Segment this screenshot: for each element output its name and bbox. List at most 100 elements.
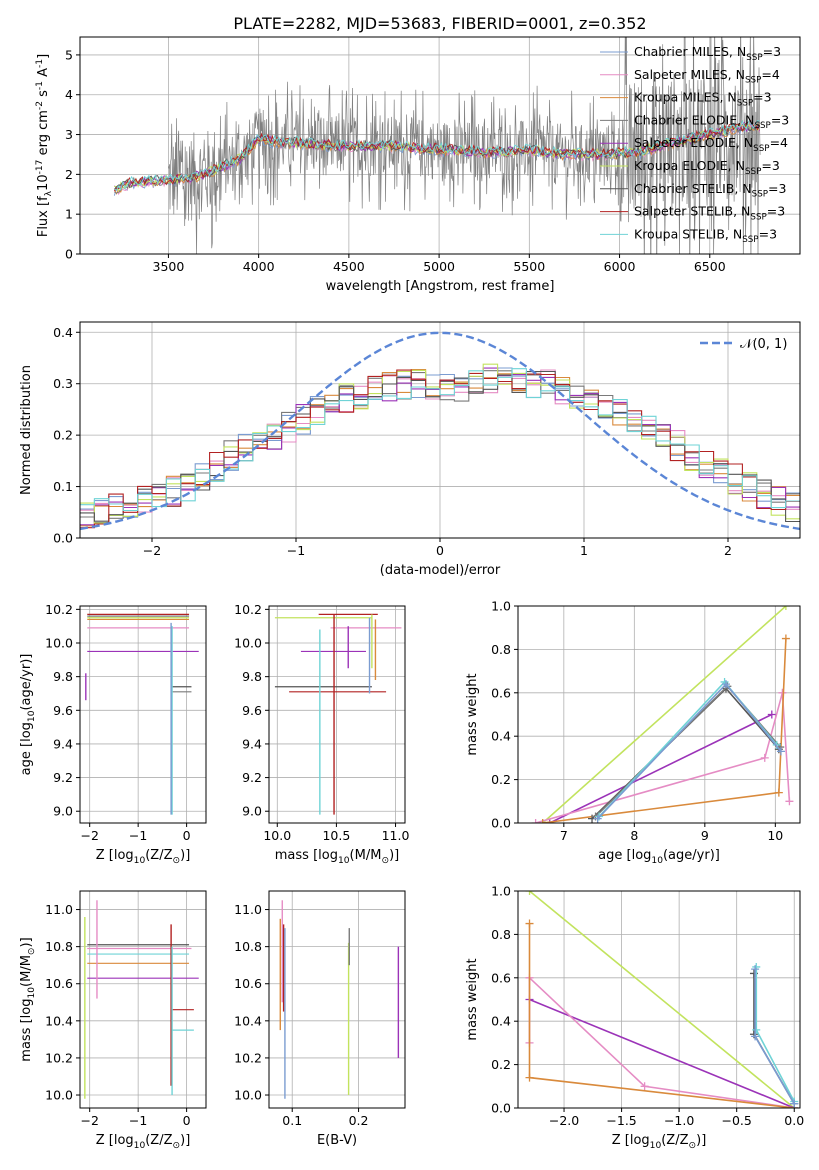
y-axis-label: mass weight (465, 673, 480, 755)
legend: Chabrier MILES, NSSP​=3 Salpeter MILES, N… (600, 44, 789, 245)
axes-frame (79, 36, 801, 255)
y-axis-label: Normed distribution (19, 365, 34, 495)
y-tick-label: 10.0 (45, 1088, 73, 1103)
weight-line-chabrier_miles (754, 969, 795, 1105)
y-tick-label: 9.2 (242, 770, 262, 785)
legend-label-kroupa_elodie: Kroupa ELODIE, NSSP​=3 (634, 158, 780, 177)
y-tick-label: 0.8 (491, 927, 511, 942)
y-tick-label: 2 (65, 167, 73, 182)
weight-marker-kroupa_stelib (772, 740, 781, 749)
axes-weight_vs_Z: −2.0 −1.5 −1.0 −0.5 0.0 0.0 0.2 0.4 0.6 0.8 1.0 Z [… (465, 884, 804, 1151)
y-tick-label: 1 (65, 207, 73, 222)
plot-area (531, 606, 794, 823)
legend-label-chabrier_elodie: Chabrier ELODIE, NSSP​=3 (634, 112, 789, 131)
x-tick-label: 4500 (333, 259, 365, 274)
y-tick-label: 10.0 (234, 1088, 262, 1103)
y-tick-label: 10.8 (45, 939, 73, 954)
axes-spectrum: 3500 4000 4500 5000 5500 6000 6500 0 1 2 3 4 5 wavele… (35, 36, 801, 294)
weight-line-salpeter_miles (535, 692, 791, 823)
legend-label-salpeter_miles: Salpeter MILES, NSSP​=4 (634, 67, 780, 86)
weight-marker-salpeter_miles (531, 819, 540, 823)
y-axis-label: mass [log10​(M/M⊙​)] (19, 937, 37, 1061)
axes-frame (268, 890, 406, 1109)
y-axis-label: Flux [fλ​10-17​ erg cm-2​ s-1​ A-1​] (35, 54, 54, 237)
legend-label-kroupa_stelib: Kroupa STELIB, NSSP​=3 (634, 226, 777, 245)
legend-label-chabrier_miles: Chabrier MILES, NSSP​=3 (634, 44, 781, 63)
model-salpeter_miles (113, 123, 761, 196)
y-tick-label: 10.2 (234, 602, 262, 617)
x-tick-label: 2 (724, 543, 732, 558)
y-axis-label: mass weight (465, 958, 480, 1040)
y-tick-label: 3 (65, 127, 73, 142)
figure-title: PLATE=2282, MJD=53683, FIBERID=0001, z=0… (233, 14, 646, 33)
weight-line-kroupa_elodie (542, 606, 787, 823)
y-tick-label: 10.4 (234, 1013, 262, 1028)
weight-marker-salpeter_miles (778, 688, 787, 697)
weight-line-kroupa_miles (542, 638, 787, 823)
x-tick-label: 10 (767, 828, 783, 843)
histogram-chabrier_miles (80, 367, 800, 518)
y-tick-label: 9.0 (242, 804, 262, 819)
y-tick-label: 10.6 (234, 976, 262, 991)
y-tick-label: 0.0 (491, 1101, 511, 1116)
axes-frame (79, 605, 207, 824)
x-tick-label: 10.0 (263, 828, 291, 843)
plot-area (274, 613, 402, 815)
y-tick-label: 10.8 (234, 939, 262, 954)
x-tick-label: 10.5 (322, 828, 350, 843)
y-tick-label: 4 (65, 87, 73, 102)
model-chabrier_stelib (113, 122, 760, 190)
y-tick-label: 10.4 (45, 1013, 73, 1028)
histogram-salpeter_stelib (80, 369, 800, 529)
x-tick-label: 5000 (423, 259, 455, 274)
weight-marker-kroupa_miles (525, 919, 534, 928)
y-tick-label: 0.8 (491, 642, 511, 657)
x-tick-label: 11.0 (382, 828, 410, 843)
x-tick-label: 0.0 (784, 1113, 804, 1128)
grid (80, 322, 800, 539)
y-tick-label: 5 (65, 47, 73, 62)
y-tick-label: 10.2 (45, 1050, 73, 1065)
y-tick-label: 9.0 (53, 804, 73, 819)
y-tick-label: 0.4 (53, 325, 73, 340)
axes-frame (268, 605, 406, 824)
weight-marker-kroupa_miles (538, 819, 547, 823)
y-tick-label: 11.0 (234, 902, 262, 917)
axes-mass_vs_Z: −2 −1 0 10.0 10.2 10.4 10.6 10.8 11.0 Z [log10​(Z… (19, 890, 207, 1151)
y-tick-label: 0.2 (53, 428, 73, 443)
model-kroupa_stelib (114, 119, 760, 192)
y-tick-label: 0.4 (491, 729, 511, 744)
plot-area (113, 37, 761, 254)
grid (269, 606, 405, 823)
weight-marker-salpeter_miles (785, 797, 794, 806)
weight-line-kroupa_elodie (528, 891, 795, 1108)
axes-mass_vs_ebv: 0.1 0.2 10.0 10.2 10.4 10.6 10.8 11.0 E(B-V) (234, 890, 406, 1148)
axes-age_vs_Z: −2 −1 0 9.0 9.2 9.4 9.6 9.8 10.0 10.2 Z [log10​(Z/… (19, 602, 207, 866)
x-tick-label: −1 (129, 1113, 147, 1128)
y-tick-label: 10.0 (234, 636, 262, 651)
x-tick-label: −1.5 (606, 1113, 636, 1128)
weight-line-salpeter_elodie (549, 713, 773, 823)
weight-marker-salpeter_elodie (545, 819, 554, 823)
legend-label-salpeter_elodie: Salpeter ELODIE, NSSP​=4 (634, 135, 788, 154)
x-axis-label: age [log10​(age/yr)] (598, 848, 720, 866)
weight-marker-chabrier_miles (790, 1099, 799, 1108)
y-tick-label: 0.0 (53, 531, 73, 546)
plot-area (279, 900, 400, 1099)
axes-frame (517, 890, 801, 1109)
x-tick-label: 0 (436, 543, 444, 558)
x-axis-label: Z [log10​(Z/Z⊙​)] (96, 1133, 191, 1151)
grid (518, 605, 800, 824)
weight-marker-kroupa_miles (525, 1073, 534, 1082)
plot-area (85, 613, 199, 815)
y-tick-label: 0.3 (53, 376, 73, 391)
plot-area (80, 331, 800, 531)
weight-marker-salpeter_elodie (767, 710, 776, 719)
x-tick-label: 6000 (604, 259, 636, 274)
y-tick-label: 9.4 (242, 736, 262, 751)
weight-marker-chabrier_miles (751, 965, 760, 974)
weight-marker-salpeter_miles (760, 753, 769, 762)
x-axis-label: mass [log10​(M/M⊙​)] (275, 848, 399, 866)
grid (518, 890, 800, 1109)
